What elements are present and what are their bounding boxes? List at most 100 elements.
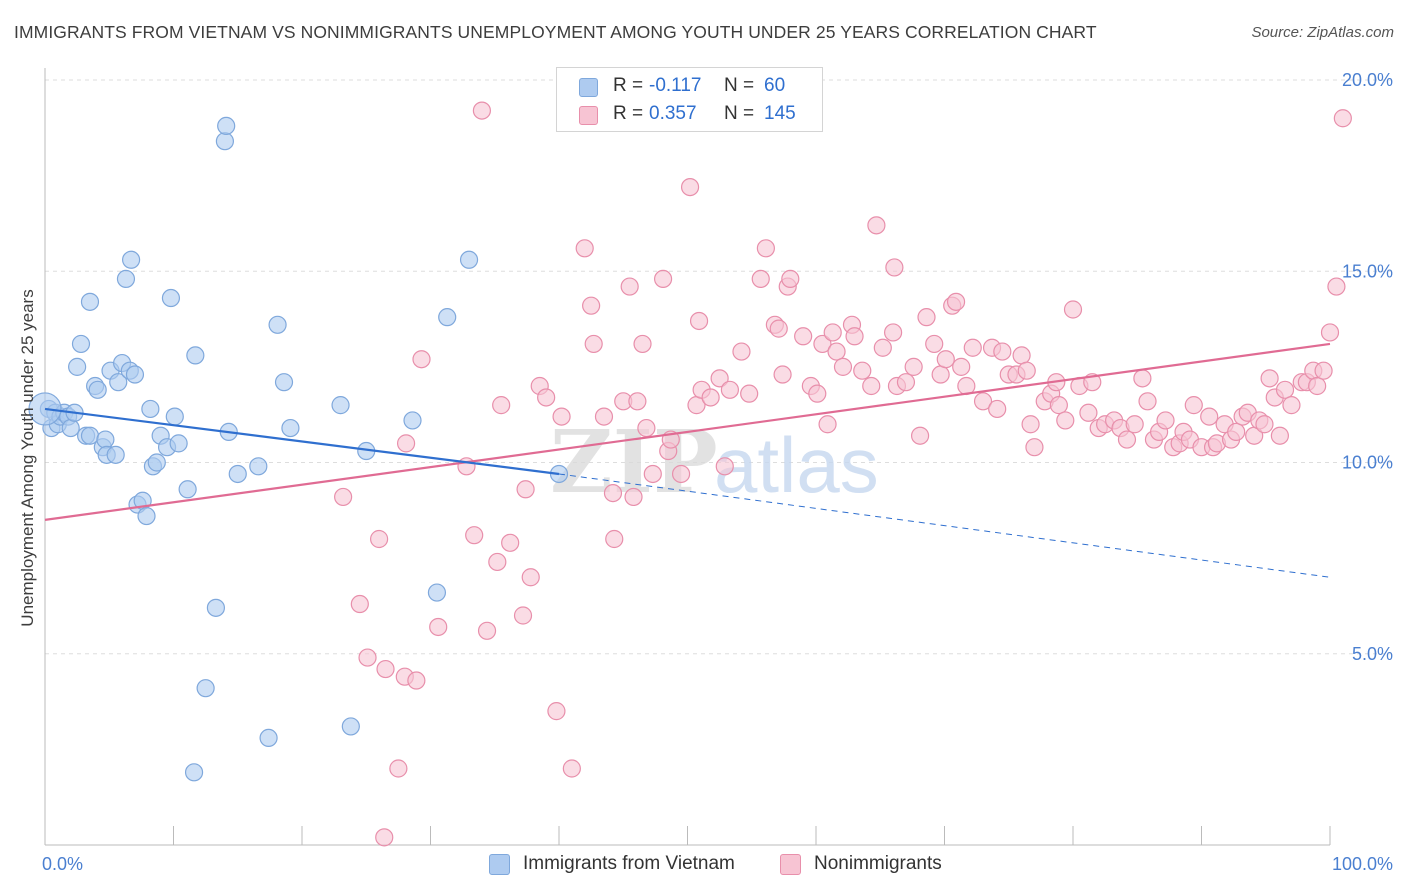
data-point-nonimmigrants: [845, 327, 864, 346]
data-point-immigrants: [88, 380, 107, 399]
data-point-immigrants: [196, 679, 215, 698]
data-point-nonimmigrants: [1270, 426, 1289, 445]
data-point-nonimmigrants: [547, 702, 566, 721]
data-point-nonimmigrants: [407, 671, 426, 690]
data-point-nonimmigrants: [575, 239, 594, 258]
data-point-immigrants: [206, 598, 226, 617]
legend-label-nonimmigrants: Nonimmigrants: [814, 853, 942, 874]
data-point-nonimmigrants: [1012, 346, 1031, 365]
data-point-nonimmigrants: [936, 350, 955, 369]
data-point-immigrants: [68, 357, 87, 376]
data-point-nonimmigrants: [732, 342, 751, 361]
legend-swatch-pink: [579, 106, 598, 125]
data-point-nonimmigrants: [1314, 361, 1333, 380]
data-point-nonimmigrants: [624, 487, 643, 507]
chart-title: IMMIGRANTS FROM VIETNAM VS NONIMMIGRANTS…: [14, 22, 1097, 42]
data-point-immigrants: [427, 583, 447, 602]
data-point-nonimmigrants: [472, 101, 491, 120]
data-point-nonimmigrants: [1333, 109, 1352, 128]
data-point-nonimmigrants: [501, 533, 520, 552]
y-tick-label: 20.0%: [1342, 70, 1393, 90]
y-tick-label: 15.0%: [1342, 261, 1393, 281]
data-point-nonimmigrants: [429, 617, 448, 637]
data-point-immigrants: [186, 346, 205, 365]
data-point-immigrants: [125, 365, 145, 384]
data-point-nonimmigrants: [671, 464, 691, 484]
data-point-nonimmigrants: [794, 327, 813, 346]
data-point-nonimmigrants: [853, 361, 872, 380]
data-point-nonimmigrants: [633, 334, 652, 354]
data-point-nonimmigrants: [1227, 422, 1246, 441]
legend-swatch-blue: [489, 854, 510, 875]
data-point-nonimmigrants: [751, 269, 770, 288]
data-point-nonimmigrants: [885, 258, 904, 277]
data-point-nonimmigrants: [1260, 369, 1279, 388]
legend-n-value: 145: [764, 103, 796, 124]
data-point-nonimmigrants: [931, 365, 950, 384]
trend-line-immigrants-extrapolated: [558, 473, 1331, 578]
legend-n-label: N =: [724, 75, 755, 96]
data-point-nonimmigrants: [1063, 300, 1083, 319]
data-point-immigrants: [141, 399, 160, 419]
data-point-nonimmigrants: [1133, 369, 1152, 388]
data-point-nonimmigrants: [562, 759, 581, 778]
data-point-nonimmigrants: [521, 568, 540, 587]
legend-n-label: N =: [724, 103, 755, 124]
data-point-immigrants: [217, 116, 236, 136]
legend-r-value: -0.117: [649, 75, 702, 96]
data-point-nonimmigrants: [813, 334, 832, 354]
data-point-immigrants: [165, 407, 184, 426]
data-point-immigrants: [137, 506, 156, 526]
legend-n-value: 60: [764, 75, 786, 96]
data-point-nonimmigrants: [740, 384, 759, 403]
data-point-immigrants: [259, 728, 278, 748]
data-point-nonimmigrants: [833, 357, 853, 376]
data-point-nonimmigrants: [516, 480, 535, 499]
data-point-nonimmigrants: [582, 296, 601, 315]
data-point-nonimmigrants: [1021, 415, 1040, 434]
data-point-nonimmigrants: [376, 659, 395, 679]
data-point-nonimmigrants: [643, 464, 662, 484]
legend-row-immigrants: R = -0.117 N = 60: [557, 73, 822, 101]
legend-r-label: R =: [613, 103, 644, 124]
trend-lines: [44, 342, 1331, 578]
data-point-nonimmigrants: [350, 594, 369, 614]
tick-labels: 5.0% 10.0% 15.0% 20.0% 0.0% 100.0%: [42, 70, 1393, 874]
data-point-nonimmigrants: [375, 828, 394, 847]
data-point-nonimmigrants: [818, 415, 837, 434]
data-point-nonimmigrants: [896, 373, 916, 392]
data-point-immigrants: [61, 418, 80, 438]
legend-r-value: 0.357: [649, 103, 697, 124]
data-point-immigrants: [184, 763, 204, 782]
data-point-nonimmigrants: [1138, 392, 1157, 411]
data-point-nonimmigrants: [488, 552, 507, 572]
data-point-nonimmigrants: [620, 277, 639, 296]
data-point-immigrants: [215, 132, 234, 151]
data-point-nonimmigrants: [1184, 396, 1203, 415]
data-point-nonimmigrants: [756, 239, 775, 258]
data-point-nonimmigrants: [910, 426, 930, 445]
data-point-nonimmigrants: [465, 526, 484, 545]
legend-swatch-blue: [579, 78, 598, 97]
data-point-nonimmigrants: [1056, 411, 1075, 430]
data-point-nonimmigrants: [603, 484, 623, 503]
data-point-immigrants: [109, 373, 128, 392]
legend-swatch-pink: [780, 854, 801, 875]
data-point-nonimmigrants: [952, 357, 971, 376]
data-point-nonimmigrants: [769, 319, 788, 338]
data-point-immigrants: [71, 334, 91, 354]
gridlines: [45, 79, 1392, 655]
data-point-nonimmigrants: [1156, 411, 1175, 430]
data-point-nonimmigrants: [1017, 361, 1036, 380]
data-point-immigrants: [178, 480, 197, 499]
data-point-nonimmigrants: [680, 178, 700, 197]
data-point-immigrants: [438, 308, 457, 327]
x-tick-label-max: 100.0%: [1332, 854, 1393, 874]
data-point-nonimmigrants: [715, 457, 734, 476]
data-point-nonimmigrants: [1125, 415, 1144, 434]
data-point-nonimmigrants: [883, 323, 903, 342]
data-point-nonimmigrants: [1049, 396, 1068, 415]
data-point-nonimmigrants: [946, 292, 966, 311]
data-point-nonimmigrants: [701, 388, 720, 407]
